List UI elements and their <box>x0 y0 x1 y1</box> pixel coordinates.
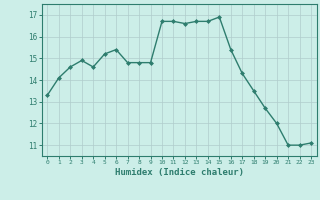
X-axis label: Humidex (Indice chaleur): Humidex (Indice chaleur) <box>115 168 244 177</box>
